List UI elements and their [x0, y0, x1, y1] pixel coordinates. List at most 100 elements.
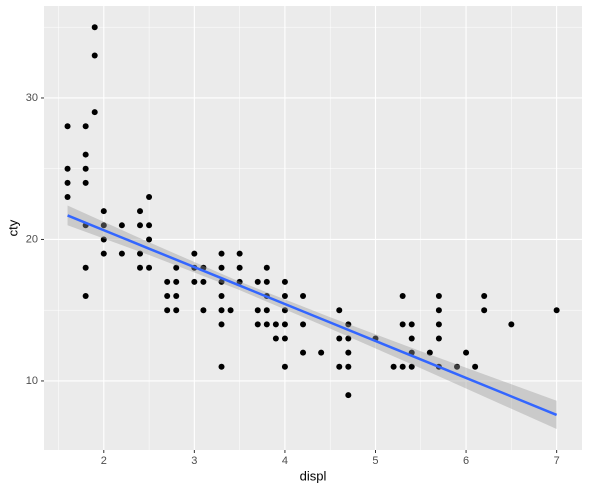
point [218, 293, 225, 300]
point [263, 321, 270, 328]
plot-panel [44, 6, 582, 450]
point [82, 264, 89, 271]
point [236, 264, 243, 271]
point [82, 293, 89, 300]
y-axis-label: cty [5, 219, 20, 236]
point [300, 321, 307, 328]
point [200, 307, 207, 314]
point [463, 349, 470, 356]
point [82, 165, 89, 172]
point [218, 264, 225, 271]
point [118, 222, 125, 229]
point [173, 278, 180, 285]
point [390, 363, 397, 370]
point [64, 165, 71, 172]
point [408, 363, 415, 370]
point [227, 307, 234, 314]
x-tick-label: 6 [463, 455, 469, 467]
point [137, 250, 144, 257]
point [236, 250, 243, 257]
point [254, 278, 261, 285]
point [218, 363, 225, 370]
point [137, 222, 144, 229]
point [300, 349, 307, 356]
point [146, 194, 153, 201]
point [191, 250, 198, 257]
point [408, 321, 415, 328]
point [399, 293, 406, 300]
y-tick-label: 20 [26, 233, 38, 245]
point [336, 307, 343, 314]
point [281, 335, 288, 342]
y-tick-label: 10 [26, 375, 38, 387]
point [218, 307, 225, 314]
point [272, 335, 279, 342]
point [399, 321, 406, 328]
point [408, 335, 415, 342]
x-tick-label: 4 [282, 455, 288, 467]
point [100, 208, 107, 215]
point [281, 278, 288, 285]
confidence-band [67, 205, 557, 430]
point [399, 363, 406, 370]
x-tick-label: 7 [554, 455, 560, 467]
point [435, 321, 442, 328]
point [254, 307, 261, 314]
point [173, 293, 180, 300]
point [146, 236, 153, 243]
fit-line [67, 214, 558, 417]
point [281, 307, 288, 314]
point [472, 363, 479, 370]
point [82, 151, 89, 158]
point [508, 321, 515, 328]
x-axis-label: displ [300, 468, 327, 483]
x-tick-label: 5 [372, 455, 378, 467]
point [272, 321, 279, 328]
point [481, 293, 488, 300]
x-tick-label: 3 [191, 455, 197, 467]
point [146, 222, 153, 229]
point [236, 278, 243, 285]
point [426, 349, 433, 356]
point [435, 293, 442, 300]
point [64, 194, 71, 201]
point [173, 307, 180, 314]
point [173, 264, 180, 271]
point [345, 349, 352, 356]
point [454, 363, 461, 370]
point [164, 293, 171, 300]
point [263, 264, 270, 271]
point [118, 250, 125, 257]
point [100, 236, 107, 243]
point [82, 123, 89, 130]
point [345, 321, 352, 328]
point [64, 179, 71, 186]
point [281, 321, 288, 328]
point [91, 109, 98, 116]
point [137, 264, 144, 271]
point [218, 250, 225, 257]
point [336, 363, 343, 370]
point [164, 278, 171, 285]
point [263, 278, 270, 285]
point [146, 264, 153, 271]
x-tick-label: 2 [101, 455, 107, 467]
point [137, 208, 144, 215]
point [263, 307, 270, 314]
point [435, 335, 442, 342]
point [164, 307, 171, 314]
point [345, 335, 352, 342]
point [481, 307, 488, 314]
point [345, 392, 352, 399]
point [200, 278, 207, 285]
point [553, 307, 560, 314]
point [345, 363, 352, 370]
point [318, 349, 325, 356]
point [64, 123, 71, 130]
point [91, 24, 98, 31]
point [191, 278, 198, 285]
point [218, 321, 225, 328]
point [82, 179, 89, 186]
point [300, 293, 307, 300]
